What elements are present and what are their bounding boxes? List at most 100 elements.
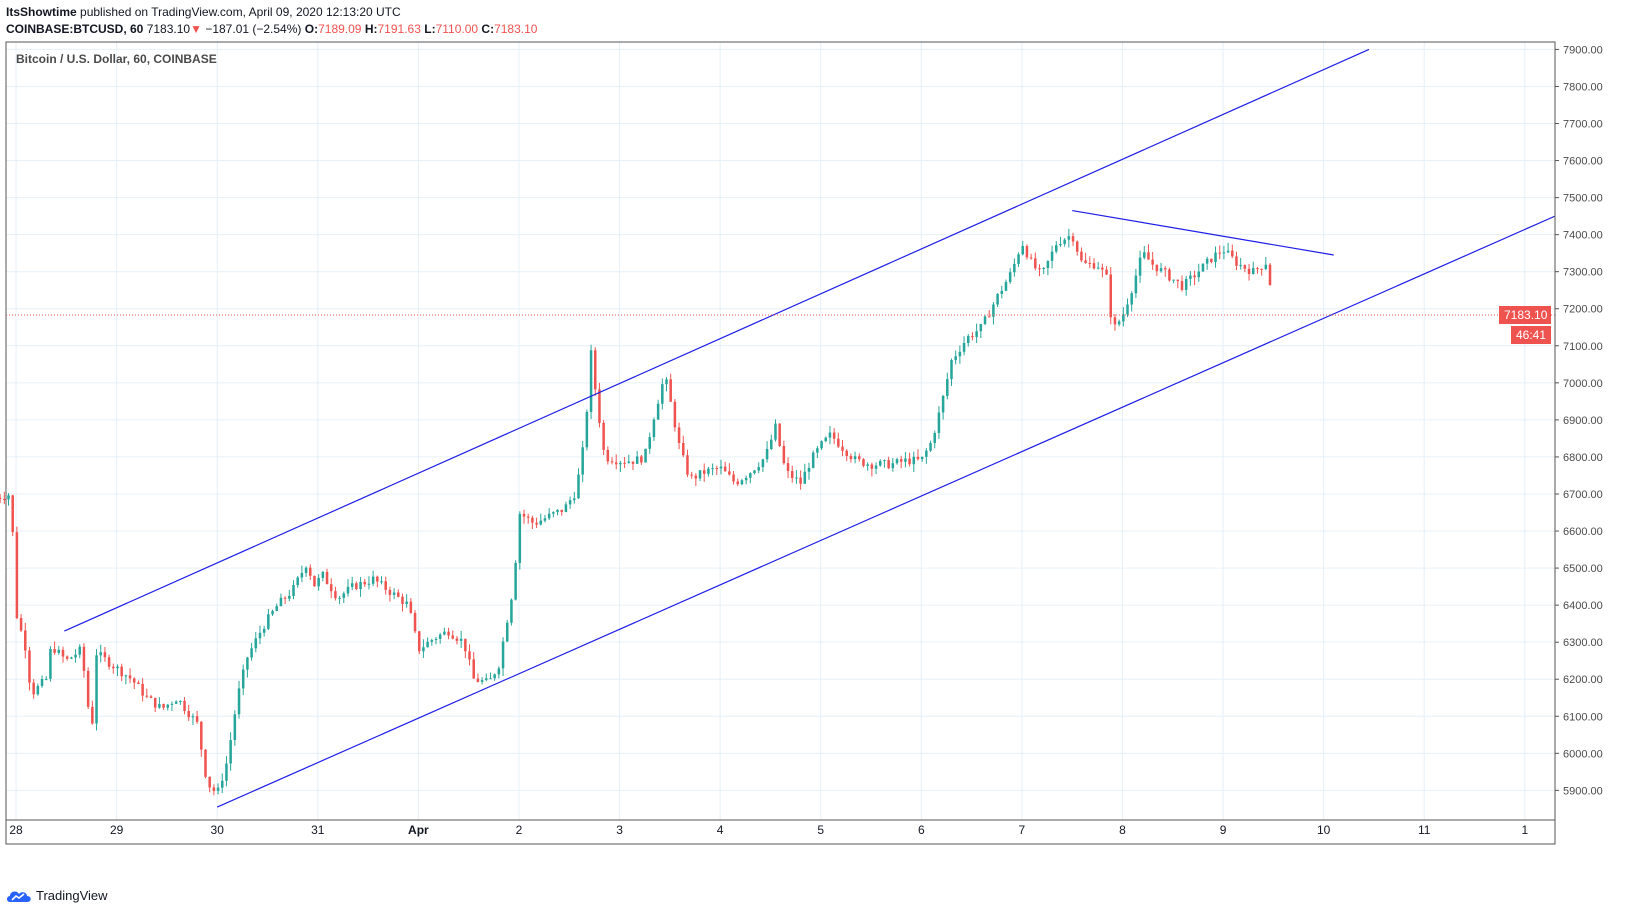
candle-up	[1159, 268, 1163, 272]
candle-down	[782, 445, 786, 464]
candle-down	[690, 474, 693, 476]
candle-up	[891, 463, 895, 469]
price-tick-label: 7400.00	[1563, 230, 1603, 242]
candle-up	[656, 403, 660, 420]
tradingview-logo[interactable]: TradingView	[6, 888, 108, 904]
candle-down	[65, 656, 69, 659]
candle-down	[732, 474, 735, 482]
time-tick-label: 30	[211, 823, 225, 837]
candle-down	[723, 466, 727, 472]
candle-down	[702, 470, 706, 474]
price-tick-label: 6300.00	[1563, 637, 1603, 649]
candle-up	[493, 674, 496, 679]
candle-down	[1101, 267, 1104, 270]
author-name[interactable]: ItsShowtime	[6, 5, 77, 19]
tradingview-cloud-icon	[7, 891, 31, 902]
candle-up	[74, 654, 77, 658]
candle-up	[438, 634, 442, 639]
candle-up	[44, 678, 48, 680]
candle-up	[1197, 271, 1201, 278]
candle-up	[1172, 279, 1175, 281]
candle-down	[598, 389, 601, 423]
close-value: 7183.10	[494, 22, 538, 36]
down-arrow-icon: ▼	[190, 22, 202, 36]
time-tick-label: 31	[311, 823, 325, 837]
lower-channel-line	[216, 215, 1556, 808]
candle-down	[417, 631, 421, 652]
candle-down	[334, 591, 337, 599]
candle-up	[816, 448, 819, 453]
descending-resistance-line	[1072, 209, 1334, 256]
candle-down	[560, 509, 563, 512]
candle-up	[241, 669, 245, 689]
candle-up	[116, 666, 119, 669]
candle-down	[908, 458, 911, 465]
candle-up	[70, 657, 73, 659]
candle-up	[166, 704, 170, 708]
candle-up	[874, 465, 878, 469]
candle-up	[1117, 321, 1121, 325]
candle-down	[1034, 258, 1037, 269]
candle-down	[728, 471, 731, 475]
candle-up	[648, 437, 651, 449]
publish-info: published on TradingView.com, April 09, …	[80, 5, 401, 19]
candle-up	[954, 356, 957, 361]
price-tick-label: 6900.00	[1563, 415, 1603, 427]
candle-up	[740, 480, 744, 485]
low-label: L:	[424, 22, 436, 36]
candle-up	[573, 498, 576, 501]
candle-up	[946, 379, 949, 396]
candle-up	[405, 601, 408, 604]
candle-down	[128, 675, 132, 679]
open-value: 7189.09	[318, 22, 362, 36]
candle-down	[447, 631, 450, 636]
candle-down	[1038, 268, 1041, 270]
time-tick-label: 5	[817, 823, 824, 837]
candle-down	[208, 776, 211, 788]
trendlines	[64, 48, 1556, 808]
candle-down	[468, 651, 471, 660]
last-price-label: 7183.10	[1504, 308, 1548, 322]
candle-down	[283, 597, 287, 599]
candle-down	[141, 683, 144, 696]
candle-down	[858, 456, 861, 460]
candle-up	[1205, 258, 1209, 264]
candle-down	[841, 446, 844, 451]
price-tick-label: 5900.00	[1563, 785, 1603, 797]
candle-up	[1134, 275, 1138, 294]
candle-down	[82, 646, 86, 671]
candle-down	[187, 710, 190, 718]
candle-down	[137, 682, 140, 684]
candle-up	[627, 461, 631, 463]
candle-down	[522, 513, 526, 517]
candle-up	[346, 586, 350, 594]
candle-up	[967, 336, 970, 343]
candle-down	[103, 652, 107, 658]
price-marker: 7183.10 46:41	[1499, 306, 1551, 345]
candle-down	[451, 635, 455, 639]
candle-down	[32, 682, 35, 695]
candle-up	[568, 500, 572, 505]
candle-down	[1180, 281, 1184, 290]
candle-up	[1000, 290, 1004, 294]
candle-up	[359, 581, 362, 590]
candle-up	[962, 342, 966, 352]
candle-down	[107, 657, 111, 667]
candle-up	[811, 452, 815, 468]
candle-down	[849, 456, 853, 460]
high-label: H:	[364, 22, 378, 36]
candle-up	[1138, 257, 1142, 276]
candle-up	[518, 513, 522, 563]
candle-up	[233, 714, 237, 741]
candle-down	[1155, 264, 1159, 272]
candle-down	[1243, 265, 1247, 269]
candle-down	[631, 461, 635, 464]
candle-down	[397, 592, 400, 597]
candle-up	[1059, 243, 1062, 246]
price-tick-label: 6000.00	[1563, 748, 1603, 760]
candle-up	[179, 700, 182, 702]
candle-up	[866, 464, 869, 466]
symbol-label: COINBASE:BTCUSD, 60	[6, 22, 144, 36]
candle-up	[552, 512, 555, 514]
